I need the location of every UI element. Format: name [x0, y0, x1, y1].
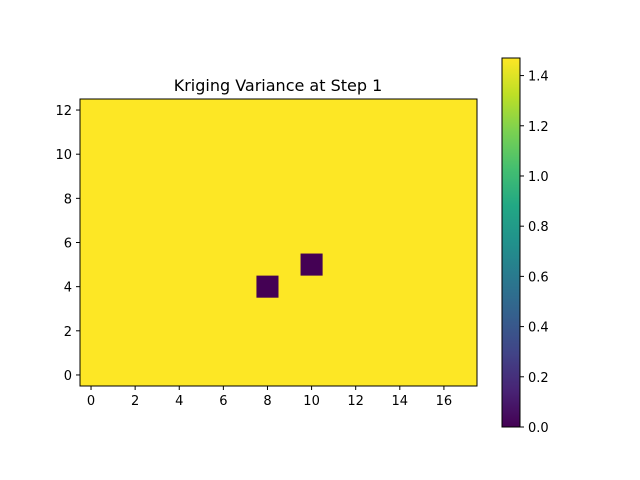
y-tick-label: 8: [64, 192, 72, 207]
colorbar-tick-label: 1.0: [528, 170, 549, 185]
chart-title: Kriging Variance at Step 1: [174, 76, 383, 95]
colorbar-axis: 0.0 0.2 0.4 0.6 0.8 1.0 1.2 1.4: [520, 70, 549, 436]
x-tick-label: 10: [303, 394, 320, 409]
colorbar: [501, 57, 521, 428]
colorbar-tick-label: 1.2: [528, 120, 549, 135]
colorbar-tick-label: 0.0: [528, 421, 549, 436]
colorbar-tick-label: 1.4: [528, 70, 549, 85]
colorbar-tick-label: 0.8: [528, 220, 549, 235]
x-tick-label: 12: [347, 394, 364, 409]
x-tick-label: 0: [87, 394, 95, 409]
x-tick-label: 8: [263, 394, 271, 409]
heatmap-background: [80, 99, 477, 386]
x-tick-label: 16: [436, 394, 453, 409]
y-tick-label: 12: [55, 104, 72, 119]
y-tick-label: 10: [55, 148, 72, 163]
x-tick-label: 14: [392, 394, 409, 409]
y-axis: 0 2 4 6 8 10 12: [55, 104, 80, 384]
y-tick-label: 4: [64, 281, 72, 296]
y-tick-label: 2: [64, 325, 72, 340]
heatmap-cells: [80, 99, 477, 386]
x-tick-label: 2: [131, 394, 139, 409]
colorbar-tick-label: 0.6: [528, 270, 549, 285]
x-tick-label: 4: [175, 394, 183, 409]
x-tick-label: 6: [219, 394, 227, 409]
colorbar-tick-label: 0.4: [528, 321, 549, 336]
x-axis: 0 2 4 6 8 10 12 14 16: [87, 386, 452, 409]
y-tick-label: 6: [64, 237, 72, 252]
heatmap-cell-0: [256, 275, 279, 298]
heatmap-cell-1: [300, 253, 323, 276]
y-tick-label: 0: [64, 369, 72, 384]
colorbar-tick-label: 0.2: [528, 371, 549, 386]
